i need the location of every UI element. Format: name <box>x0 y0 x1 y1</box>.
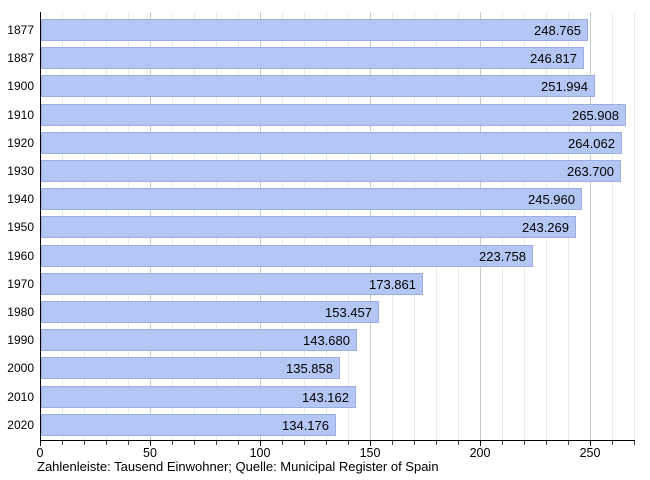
y-axis-label: 1980 <box>7 305 34 319</box>
y-axis-label: 1970 <box>7 276 34 291</box>
y-axis-label: 1960 <box>7 248 34 263</box>
chart-caption: Zahlenleiste: Tausend Einwohner; Quelle:… <box>37 459 439 474</box>
bar: 173.861 <box>41 272 423 295</box>
bar-value-label: 143.162 <box>302 389 349 405</box>
x-axis-tick-label: 250 <box>579 446 601 460</box>
bar-value-label: 243.269 <box>522 220 569 236</box>
x-axis-minor-tick <box>238 441 239 445</box>
minor-gridline <box>612 12 613 440</box>
bar: 246.817 <box>41 47 584 70</box>
y-axis-label: 1877 <box>7 23 34 37</box>
x-axis-minor-tick <box>326 441 327 445</box>
y-axis-label: 1887 <box>7 51 34 66</box>
x-axis-minor-tick <box>414 441 415 445</box>
x-axis-minor-tick <box>106 441 107 445</box>
x-axis-minor-tick <box>304 441 305 445</box>
bar: 245.960 <box>41 188 582 211</box>
plot-area: 248.765 246.817 251.994 265.908 264.062 263.7… <box>40 12 635 441</box>
y-axis-label: 2010 <box>7 389 34 404</box>
x-axis-major-tick <box>40 441 41 446</box>
x-axis-tick-label: 150 <box>359 446 381 460</box>
x-axis-major-tick <box>480 441 481 446</box>
x-axis-tick-label: 50 <box>143 446 157 460</box>
x-axis-minor-tick <box>612 441 613 445</box>
x-axis-tick-label: 100 <box>249 446 271 460</box>
major-gridline <box>590 12 591 440</box>
x-axis-major-tick <box>150 441 151 446</box>
bar: 223.758 <box>41 244 533 267</box>
bar-value-label: 248.765 <box>534 23 581 38</box>
y-axis-label: 1920 <box>7 135 34 150</box>
bar: 153.457 <box>41 301 379 323</box>
y-axis-label: 1940 <box>7 192 34 207</box>
bar: 248.765 <box>41 19 588 41</box>
bar-value-label: 263.700 <box>567 164 614 179</box>
bar: 251.994 <box>41 75 595 98</box>
x-axis-minor-tick <box>194 441 195 445</box>
y-axis-label: 1930 <box>7 164 34 178</box>
x-axis-major-tick <box>370 441 371 446</box>
bar-value-label: 153.457 <box>325 305 372 320</box>
y-axis-label: 2020 <box>7 417 34 432</box>
bar: 143.680 <box>41 329 357 352</box>
x-axis-minor-tick <box>436 441 437 445</box>
bar-value-label: 265.908 <box>572 107 619 123</box>
bar: 264.062 <box>41 131 622 154</box>
y-axis-label: 2000 <box>7 361 34 376</box>
x-axis-minor-tick <box>84 441 85 445</box>
bar-value-label: 134.176 <box>282 417 329 433</box>
bar-value-label: 246.817 <box>530 51 577 67</box>
y-axis-label: 1990 <box>7 333 34 348</box>
bar-value-label: 251.994 <box>541 79 588 95</box>
x-axis-tick-label: 200 <box>469 446 491 460</box>
bar-value-label: 143.680 <box>303 333 350 349</box>
bar: 265.908 <box>41 103 626 126</box>
bar-value-label: 245.960 <box>528 192 575 208</box>
x-axis-minor-tick <box>546 441 547 445</box>
y-axis-label: 1910 <box>7 107 34 122</box>
x-axis-minor-tick <box>524 441 525 445</box>
minor-gridline <box>634 12 635 440</box>
bar-value-label: 173.861 <box>369 276 416 292</box>
bar: 143.162 <box>41 385 356 408</box>
x-axis-minor-tick <box>216 441 217 445</box>
x-axis-minor-tick <box>348 441 349 445</box>
bar: 134.176 <box>41 413 336 436</box>
y-axis-label: 1950 <box>7 220 34 235</box>
x-axis-minor-tick <box>128 441 129 445</box>
bar: 263.700 <box>41 160 621 182</box>
y-axis-label: 1900 <box>7 79 34 94</box>
bar-value-label: 223.758 <box>479 248 526 264</box>
x-axis-minor-tick <box>634 441 635 445</box>
x-axis-minor-tick <box>392 441 393 445</box>
bar-value-label: 264.062 <box>568 135 615 151</box>
bar: 135.858 <box>41 357 340 380</box>
x-axis-minor-tick <box>62 441 63 445</box>
x-axis-major-tick <box>260 441 261 446</box>
x-axis-minor-tick <box>458 441 459 445</box>
bar: 243.269 <box>41 216 576 239</box>
x-axis-minor-tick <box>568 441 569 445</box>
x-axis-minor-tick <box>502 441 503 445</box>
x-axis-minor-tick <box>282 441 283 445</box>
x-axis-minor-tick <box>172 441 173 445</box>
bar-value-label: 135.858 <box>286 361 333 377</box>
x-axis-major-tick <box>590 441 591 446</box>
x-axis-tick-label: 0 <box>36 446 44 460</box>
